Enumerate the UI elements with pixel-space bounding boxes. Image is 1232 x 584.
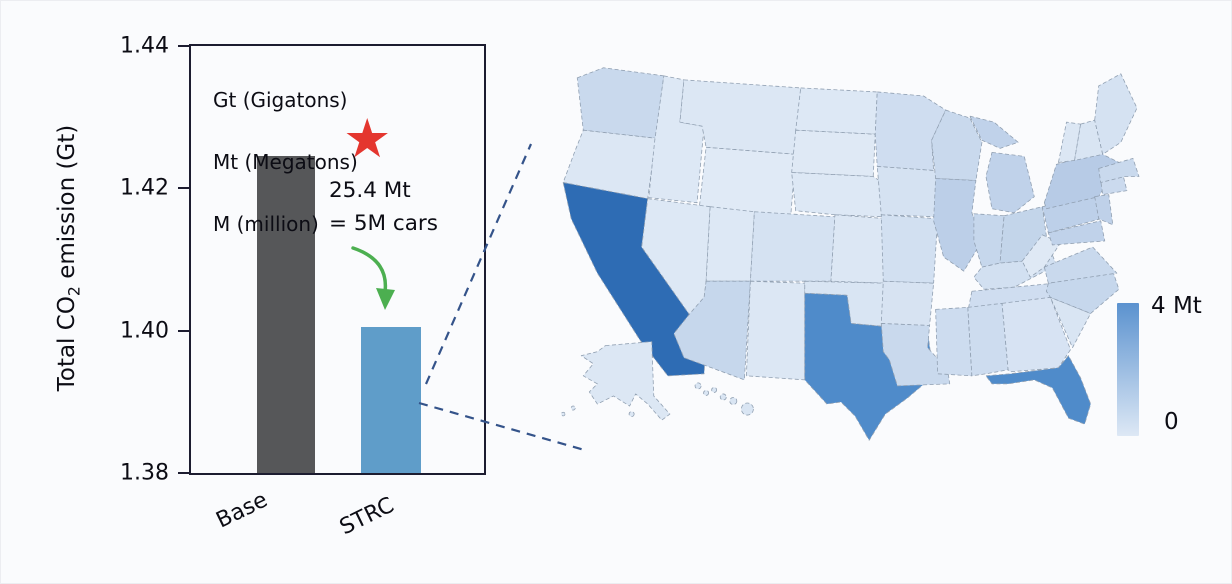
state-MD [1047,220,1106,246]
state-HI-island [729,397,738,405]
y-tick-mark [178,187,189,190]
state-AZ [673,280,751,381]
colorbar-max-label: 4 Mt [1151,293,1202,319]
state-NE [791,172,886,218]
state-AR [880,280,935,326]
state-MA [1098,157,1140,183]
state-MI [985,151,1035,214]
curved-arrow-icon [351,246,395,310]
state-UT [705,206,755,282]
state-HI-island [740,402,754,416]
state-ND [795,87,878,135]
state-AK-island [560,411,566,417]
state-MS [935,306,973,377]
y-tick-label-1.44: 1.44 [120,33,169,59]
y-tick-label-1.40: 1.40 [120,318,169,344]
us-choropleth-map [560,67,1140,441]
y-tick-mark [178,45,189,47]
state-AK [580,341,671,421]
bar-chart-plot-area: 1.38 1.40 1.42 1.44 Gt (Gigatons) Mt (Megat… [120,34,486,486]
state-MT [679,79,802,155]
state-CO [749,211,836,282]
y-axis-title-suffix: emission (Gt) [54,124,80,287]
units-note: Gt (Gigatons) Mt (Megatons) M (million) [213,54,358,271]
state-HI-island [711,387,718,393]
y-tick-label-1.42: 1.42 [120,175,169,201]
state-IL [933,178,983,272]
reduction-annotation: 25.4 Mt = 5M cars [329,174,438,240]
state-NM [745,280,806,381]
state-WI [931,109,983,181]
state-LA [880,323,951,387]
state-MN [874,91,947,171]
state-NJ [1094,194,1114,226]
y-tick-label-1.38: 1.38 [120,460,169,486]
state-NV [641,198,711,316]
star-icon: ★ [343,107,392,170]
units-note-line-mt: Mt (Megatons) [213,150,358,174]
state-AK-island [570,405,576,411]
state-WA [576,67,665,139]
bar-strc [361,327,421,473]
state-FL [985,355,1092,425]
state-HI-island [703,390,710,396]
y-tick-mark [178,329,189,332]
state-ID [648,75,705,204]
state-CA [562,182,707,377]
state-VA [1043,246,1118,284]
units-note-line-gt: Gt (Gigatons) [213,88,348,112]
state-HI-island [719,393,727,401]
colorbar [1117,303,1139,436]
state-IA [876,166,943,218]
x-tick-label-strc: STRC [335,492,399,541]
bar-base [257,156,315,473]
reduction-equivalent: = 5M cars [329,211,438,236]
y-tick-mark [178,472,189,474]
state-WY [698,146,797,218]
reduction-amount: 25.4 Mt [329,178,411,203]
state-AL [967,302,1009,377]
y-axis-title: Total CO2 emission (Gt) [54,43,88,473]
state-ME [1094,73,1138,155]
state-KS [830,214,888,284]
state-SD [791,129,876,177]
colorbar-min-label: 0 [1164,409,1179,435]
state-MO [880,214,939,284]
x-tick-label-base: Base [212,487,272,534]
units-note-line-m: M (million) [213,212,319,236]
state-WV [1021,234,1061,278]
state-HI-island [694,382,702,390]
y-axis-title-prefix: Total CO [54,296,80,392]
state-IN [973,213,1005,268]
state-MI [969,115,1019,149]
y-axis-title-subscript: 2 [64,286,84,297]
state-AK-island [628,411,635,417]
